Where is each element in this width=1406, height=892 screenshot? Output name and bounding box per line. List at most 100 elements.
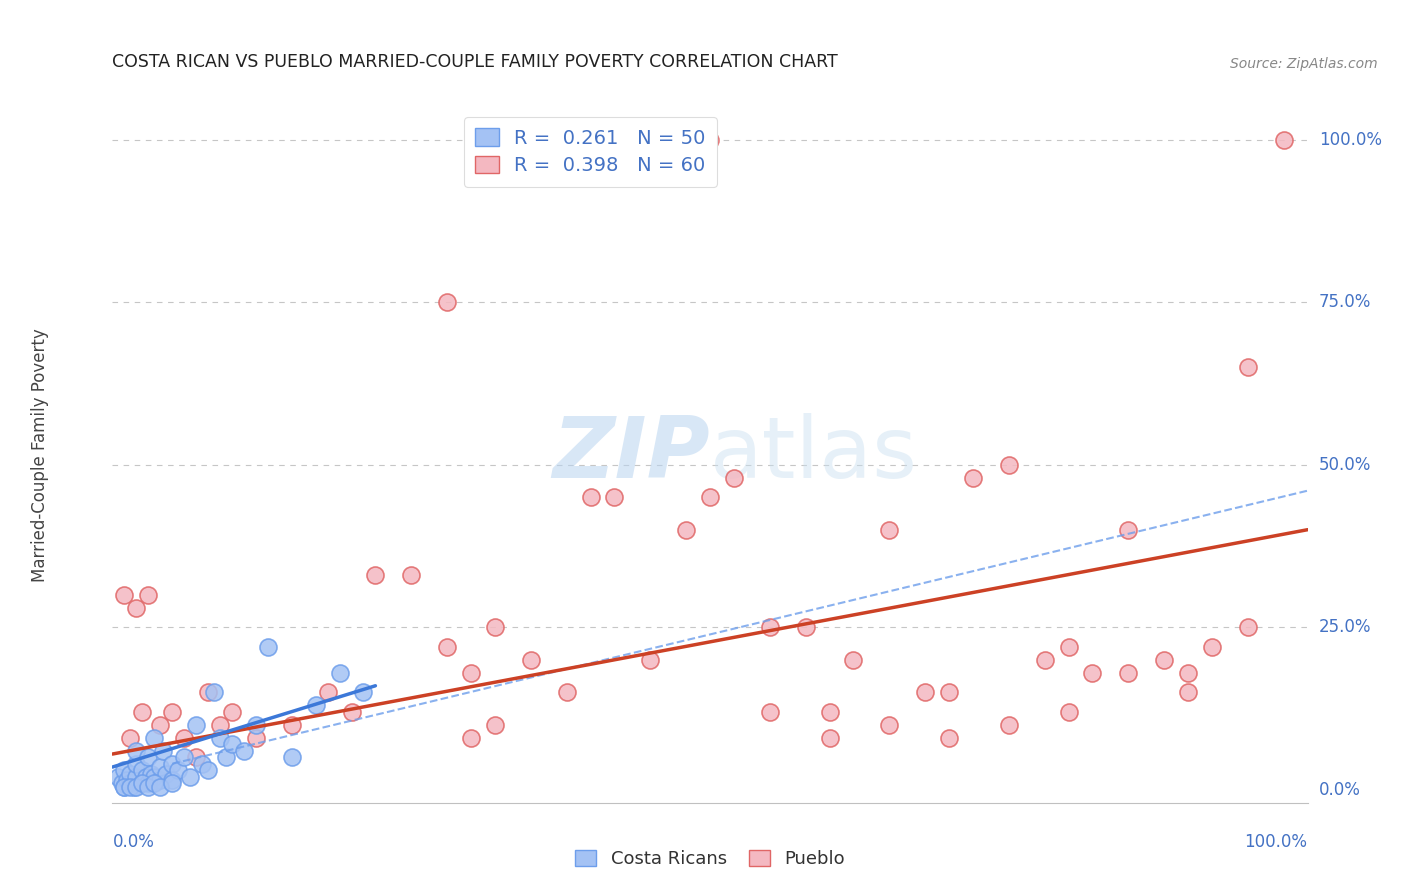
Point xyxy=(316,685,339,699)
Point xyxy=(115,772,138,787)
Point xyxy=(149,718,172,732)
Point xyxy=(1057,640,1080,654)
Point xyxy=(162,705,183,719)
Point xyxy=(699,490,721,504)
Point xyxy=(131,776,153,790)
Text: ZIP: ZIP xyxy=(553,413,710,497)
Text: Source: ZipAtlas.com: Source: ZipAtlas.com xyxy=(1230,57,1378,71)
Point xyxy=(131,705,153,719)
Point xyxy=(1272,132,1295,146)
Point xyxy=(221,705,243,719)
Point xyxy=(202,685,225,699)
Point xyxy=(138,780,160,794)
Point xyxy=(1116,665,1139,680)
Point xyxy=(143,770,166,784)
Point xyxy=(173,731,195,745)
Point xyxy=(638,653,662,667)
Text: atlas: atlas xyxy=(710,413,918,497)
Point xyxy=(167,764,190,778)
Point xyxy=(460,731,482,745)
Point xyxy=(138,588,160,602)
Point xyxy=(1237,360,1260,375)
Point xyxy=(364,568,387,582)
Point xyxy=(120,731,142,745)
Point xyxy=(1153,653,1175,667)
Text: 50.0%: 50.0% xyxy=(1319,456,1371,474)
Point xyxy=(1116,523,1139,537)
Text: 0.0%: 0.0% xyxy=(112,833,155,851)
Point xyxy=(281,718,304,732)
Point xyxy=(152,744,174,758)
Point xyxy=(281,750,304,764)
Point xyxy=(125,756,148,771)
Point xyxy=(352,685,374,699)
Point xyxy=(186,718,208,732)
Point xyxy=(1033,653,1056,667)
Point xyxy=(120,776,142,790)
Point xyxy=(162,772,183,787)
Point xyxy=(938,685,960,699)
Point xyxy=(257,640,280,654)
Point xyxy=(401,568,423,582)
Point xyxy=(179,770,201,784)
Point xyxy=(114,780,135,794)
Point xyxy=(125,780,148,794)
Text: 0.0%: 0.0% xyxy=(1319,780,1361,799)
Point xyxy=(208,731,231,745)
Point xyxy=(520,653,543,667)
Point xyxy=(131,764,153,778)
Point xyxy=(1201,640,1223,654)
Point xyxy=(162,756,183,771)
Point xyxy=(794,620,817,634)
Point xyxy=(135,770,157,784)
Point xyxy=(114,764,135,778)
Point xyxy=(962,471,984,485)
Point xyxy=(1057,705,1080,719)
Point xyxy=(877,718,900,732)
Point xyxy=(125,770,148,784)
Point xyxy=(197,764,219,778)
Point xyxy=(162,776,183,790)
Text: 25.0%: 25.0% xyxy=(1319,618,1371,636)
Point xyxy=(759,620,782,634)
Point xyxy=(149,772,172,787)
Point xyxy=(328,665,352,680)
Point xyxy=(131,776,153,790)
Point xyxy=(1177,665,1199,680)
Point xyxy=(208,718,231,732)
Point xyxy=(998,458,1021,472)
Point xyxy=(125,600,148,615)
Point xyxy=(555,685,578,699)
Point xyxy=(186,750,208,764)
Text: 75.0%: 75.0% xyxy=(1319,293,1371,311)
Point xyxy=(818,705,841,719)
Point xyxy=(579,490,602,504)
Point xyxy=(149,760,172,774)
Point xyxy=(114,780,135,794)
Point xyxy=(1237,620,1260,634)
Point xyxy=(914,685,936,699)
Point xyxy=(149,780,172,794)
Point xyxy=(436,640,458,654)
Point xyxy=(877,523,900,537)
Point xyxy=(998,718,1021,732)
Point xyxy=(938,731,960,745)
Point xyxy=(138,776,160,790)
Point xyxy=(197,685,219,699)
Point xyxy=(120,766,142,780)
Point xyxy=(107,770,129,784)
Point xyxy=(304,698,326,713)
Point xyxy=(215,750,238,764)
Point xyxy=(232,744,256,758)
Point xyxy=(221,737,243,751)
Point xyxy=(484,718,506,732)
Point xyxy=(759,705,782,719)
Text: 100.0%: 100.0% xyxy=(1244,833,1308,851)
Point xyxy=(191,756,214,771)
Point xyxy=(139,766,162,780)
Point xyxy=(173,750,195,764)
Point xyxy=(120,780,142,794)
Point xyxy=(245,731,267,745)
Point xyxy=(603,490,626,504)
Point xyxy=(122,780,145,794)
